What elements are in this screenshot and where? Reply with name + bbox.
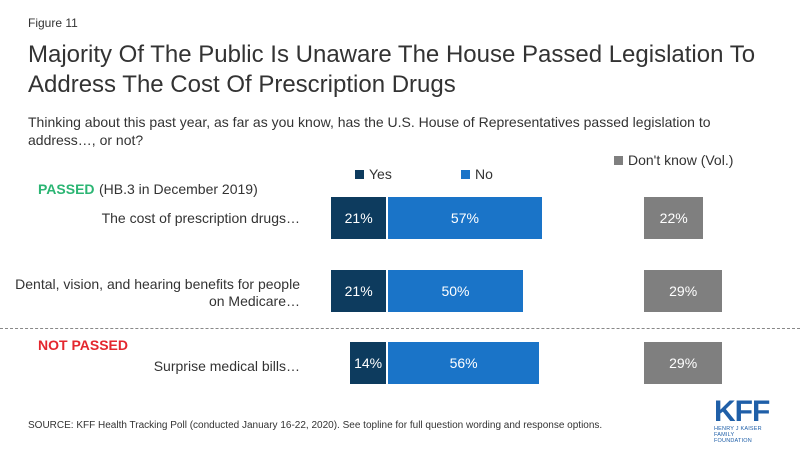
bar-no: 56% [388, 342, 540, 384]
group-passed-label: PASSED [38, 181, 95, 197]
section-divider [0, 328, 800, 329]
source-note: SOURCE: KFF Health Tracking Poll (conduc… [28, 420, 603, 431]
bar-no: 50% [388, 270, 523, 312]
data-label: 56% [449, 355, 478, 371]
figure-label: Figure 11 [28, 16, 78, 30]
legend-no: No [461, 166, 493, 182]
kff-logo-subtitle: HENRY J KAISER FAMILY FOUNDATION [714, 426, 772, 444]
group-passed: PASSED (HB.3 in December 2019) [38, 181, 258, 199]
bar-no: 57% [388, 197, 542, 239]
bar-yes: 21% [331, 270, 388, 312]
bar-yes: 21% [331, 197, 388, 239]
legend-dont-know: Don't know (Vol.) [614, 152, 733, 168]
legend-no-label: No [475, 166, 493, 182]
legend-yes: Yes [355, 166, 392, 182]
bar-yes: 14% [350, 342, 388, 384]
data-label: 21% [344, 210, 373, 226]
group-not-passed-label: NOT PASSED [38, 337, 128, 353]
data-label: 22% [659, 210, 688, 226]
data-label: 50% [441, 283, 470, 299]
category-label: Surprise medical bills… [153, 358, 300, 374]
category-label: The cost of prescription drugs… [101, 210, 300, 226]
data-label: 57% [450, 210, 479, 226]
kff-logo: KFF HENRY J KAISER FAMILY FOUNDATION [714, 395, 772, 445]
bar-dont-know: 29% [644, 270, 723, 312]
data-label: 29% [669, 355, 698, 371]
legend-yes-swatch [355, 169, 364, 179]
data-label: 14% [354, 355, 383, 371]
bar-dont-know: 22% [644, 197, 704, 239]
category-label: Dental, vision, and hearing benefits for… [15, 276, 300, 309]
bar-dont-know: 29% [644, 342, 723, 384]
kff-logo-mark: KFF [714, 395, 770, 428]
data-label: 29% [669, 283, 698, 299]
chart-subtitle: Thinking about this past year, as far as… [28, 114, 711, 148]
group-passed-note: (HB.3 in December 2019) [99, 181, 258, 197]
legend-dont-know-label: Don't know (Vol.) [628, 152, 734, 168]
data-label: 21% [344, 283, 373, 299]
legend-yes-label: Yes [369, 166, 392, 182]
legend-no-swatch [461, 169, 470, 179]
kff-logo-line1: HENRY J KAISER [714, 426, 762, 432]
legend-dont-know-swatch [614, 155, 623, 165]
kff-logo-line2: FAMILY FOUNDATION [714, 432, 752, 444]
chart-title: Majority Of The Public Is Unaware The Ho… [28, 41, 756, 98]
